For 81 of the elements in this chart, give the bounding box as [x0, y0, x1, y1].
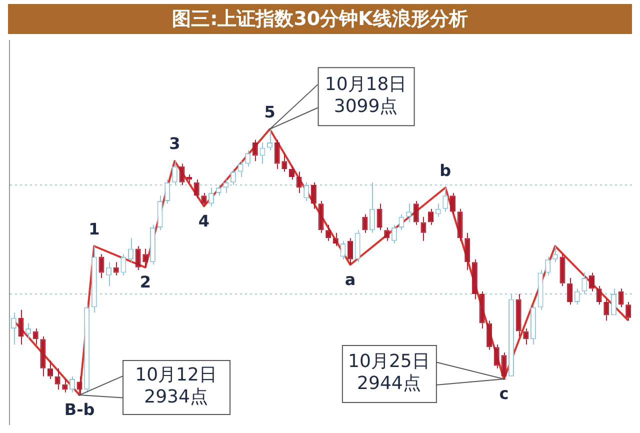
- candlestick: [582, 272, 588, 294]
- candlestick: [245, 150, 251, 167]
- candlestick: [384, 227, 390, 242]
- candlestick: [157, 195, 163, 231]
- text: 10月18日 3099点: [324, 74, 407, 117]
- candlestick: [84, 304, 90, 393]
- candlestick: [310, 182, 316, 210]
- candlestick: [376, 203, 382, 231]
- annotation: 10月25日 2944点: [348, 351, 430, 394]
- candlestick: [494, 344, 500, 369]
- candlestick: [523, 328, 529, 345]
- candlestick: [626, 301, 632, 322]
- candlestick: [332, 232, 338, 247]
- candlestick: [194, 179, 200, 199]
- chart-title: 图三:上证指数30分钟K线浪形分析: [8, 4, 632, 34]
- candlestick: [296, 171, 302, 194]
- candlestick: [113, 262, 119, 276]
- candlestick: [545, 256, 551, 276]
- candlestick: [91, 246, 97, 314]
- candlestick: [40, 336, 46, 377]
- candlestick: [62, 378, 68, 393]
- candlestick: [354, 230, 360, 263]
- candlestick: [589, 272, 594, 292]
- candlestick: [574, 288, 580, 306]
- candlestick: [98, 254, 104, 279]
- candlestick: [508, 293, 514, 376]
- candlestick: [464, 232, 470, 271]
- annotation: 3: [169, 134, 180, 154]
- annotation: 4: [198, 211, 210, 230]
- candlestick: [69, 376, 75, 393]
- text: B-b: [64, 400, 95, 420]
- candlestick: [208, 187, 214, 207]
- candlestick: [201, 192, 207, 207]
- candlestick: [428, 208, 434, 226]
- annotation: 2: [140, 272, 151, 292]
- annotation: a: [344, 270, 356, 289]
- candlestick: [304, 182, 310, 202]
- candlestick: [457, 208, 463, 242]
- candlestick: [516, 293, 522, 338]
- candlestick: [340, 240, 346, 260]
- candlestick: [32, 328, 38, 345]
- candlestick: [216, 184, 222, 196]
- candlestick: [252, 139, 258, 162]
- candlestick: [18, 309, 24, 345]
- candlestick: [150, 224, 156, 266]
- candlestick: [164, 179, 170, 204]
- candlestick: [120, 254, 126, 276]
- candlestick: [172, 160, 178, 186]
- candlestick: [76, 376, 82, 396]
- candlestick: [362, 214, 368, 234]
- candlestick: [486, 320, 492, 350]
- candlestick: [230, 168, 236, 186]
- annotation: b: [440, 160, 452, 180]
- candlestick: [274, 139, 280, 170]
- candlestick: [420, 216, 426, 242]
- candlestick: [472, 258, 478, 300]
- candlestick: [610, 288, 616, 316]
- candlestick: [348, 238, 354, 266]
- annotation: 1: [88, 219, 100, 238]
- candlestick: [567, 278, 573, 306]
- candlestick: [179, 163, 185, 186]
- annotation: 10月12日 2934点: [135, 364, 217, 408]
- candlestick: [10, 312, 16, 345]
- candlestick: [596, 286, 602, 306]
- text: 5: [264, 102, 276, 122]
- candlestick: [54, 368, 60, 390]
- candlestick: [479, 290, 485, 330]
- candlestick: [530, 304, 536, 345]
- candlestick: [413, 200, 419, 226]
- candlestick: [128, 238, 134, 263]
- candlestick: [442, 187, 448, 212]
- annotation: c: [499, 384, 509, 404]
- candlestick: [538, 270, 544, 310]
- candlestick: [560, 254, 566, 287]
- candlestick: [450, 192, 456, 215]
- candlestick: [282, 152, 288, 172]
- candlestick: [135, 246, 141, 271]
- candlestick: [391, 224, 397, 244]
- candlestick: [369, 182, 375, 234]
- candlestick: [618, 288, 624, 308]
- candlestick: [604, 298, 610, 322]
